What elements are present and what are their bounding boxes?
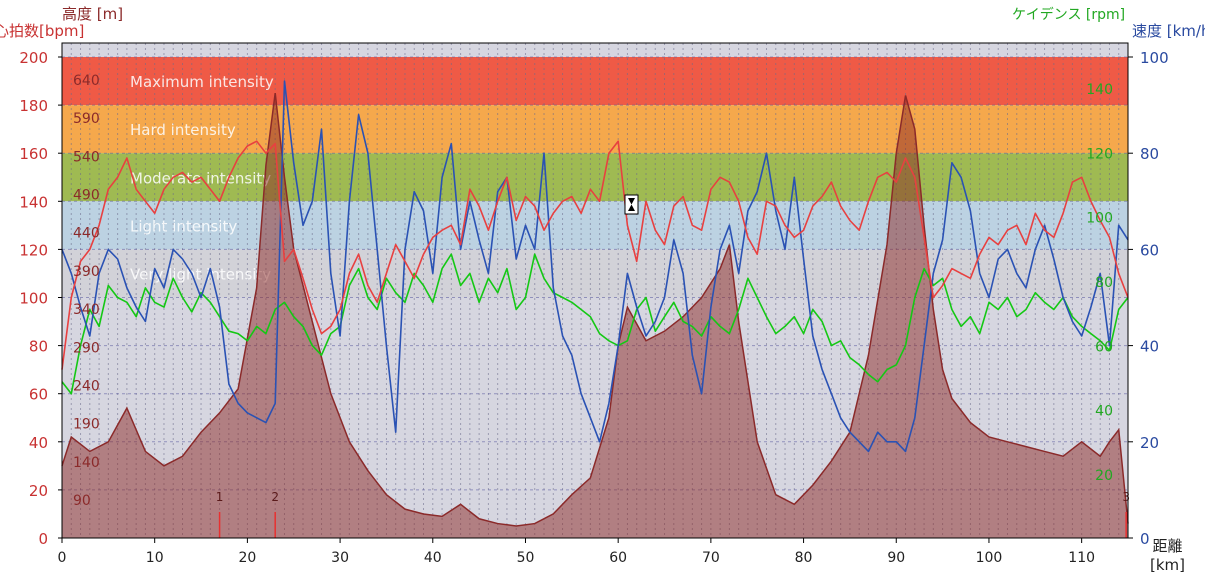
hourglass-icon	[624, 194, 639, 215]
cadence-axis-title: ケイデンス [rpm]	[1012, 7, 1126, 23]
x-tick-label: 90	[887, 550, 905, 566]
lap-label-1: 2	[271, 490, 279, 504]
altitude-tick-label: 440	[73, 226, 100, 242]
axis-ticks: 0 10 20 30 40 50 60 70 80 90 100 110020406080100120…	[19, 49, 1168, 566]
hr-tick-label: 20	[29, 482, 48, 500]
x-tick-label: 60	[609, 550, 627, 566]
speed-tick-label: 40	[1140, 338, 1159, 356]
hr-tick-label: 100	[19, 290, 48, 308]
hr-tick-label: 60	[29, 386, 48, 404]
zone-band-1	[62, 105, 1128, 154]
cadence-tick-label: 100	[1086, 211, 1113, 227]
x-tick-label: 0	[58, 550, 67, 566]
hr-tick-label: 200	[19, 49, 48, 67]
lap-label-0: 1	[216, 490, 224, 504]
altitude-tick-label: 140	[73, 455, 100, 471]
zone-band-4	[62, 249, 1128, 298]
series-layer	[61, 80, 1129, 538]
speed-tick-label: 80	[1140, 145, 1159, 163]
hr-tick-label: 120	[19, 241, 48, 259]
x-tick-label: 100	[976, 550, 1003, 566]
cadence-tick-label: 40	[1095, 404, 1113, 420]
altitude-tick-label: 390	[73, 264, 100, 280]
zone-top-band	[62, 43, 1128, 57]
altitude-area	[62, 93, 1128, 538]
x-axis-title: 距離 [km]	[1150, 537, 1185, 575]
altitude-tick-label: 240	[73, 378, 100, 394]
x-tick-label: 110	[1068, 550, 1095, 566]
speed-tick-label: 60	[1140, 241, 1159, 259]
hr-tick-label: 140	[19, 193, 48, 211]
lap-label-2: 3	[1122, 490, 1130, 504]
series-line-3	[61, 80, 1129, 453]
altitude-axis-title: 高度 [m]	[62, 5, 124, 23]
altitude-tick-label: 540	[73, 149, 100, 165]
altitude-tick-label: 590	[73, 111, 100, 127]
altitude-tick-label: 90	[73, 493, 91, 509]
altitude-tick-label: 640	[73, 73, 100, 89]
series-line-2	[61, 253, 1129, 395]
x-tick-label: 40	[424, 550, 442, 566]
speed-tick-label: 0	[1140, 530, 1150, 548]
x-tick-label: 30	[331, 550, 349, 566]
hr-tick-label: 0	[38, 530, 48, 548]
altitude-tick-label: 340	[73, 302, 100, 318]
altitude-line	[61, 92, 1129, 527]
hr-tick-label: 80	[29, 338, 48, 356]
zone-label-1: Hard intensity	[130, 121, 236, 139]
zone-label-4: Very light intensity	[130, 265, 271, 283]
x-tick-label: 70	[702, 550, 720, 566]
cadence-tick-label: 120	[1086, 146, 1113, 162]
x-axis-unit: [km]	[1150, 556, 1186, 574]
altitude-tick-label: 190	[73, 417, 100, 433]
x-axis-label: 距離	[1152, 537, 1183, 555]
altitude-tick-label: 290	[73, 340, 100, 356]
cadence-tick-label: 20	[1095, 468, 1113, 484]
series-line-1	[61, 140, 1129, 370]
speed-axis-title: 速度 [km/h]	[1132, 22, 1205, 40]
plot-frame	[61, 42, 1129, 539]
altitude-tick-label: 490	[73, 188, 100, 204]
zone-band-3	[62, 201, 1128, 250]
lap-markers: 1 2 3	[216, 490, 1130, 538]
heart-rate-axis-title: 心拍数[bpm]	[0, 22, 85, 40]
speed-tick-label: 100	[1140, 49, 1169, 67]
x-tick-label: 20	[238, 550, 256, 566]
hr-tick-label: 180	[19, 97, 48, 115]
speed-tick-label: 20	[1140, 434, 1159, 452]
plot-border	[61, 42, 1129, 539]
x-tick-label: 80	[795, 550, 813, 566]
hr-tick-label: 160	[19, 145, 48, 163]
zone-label-0: Maximum intensity	[130, 73, 274, 91]
cadence-tick-label: 80	[1095, 275, 1113, 291]
x-tick-label: 50	[517, 550, 535, 566]
zone-label-3: Light intensity	[130, 217, 237, 235]
hr-tick-label: 40	[29, 434, 48, 452]
cadence-tick-label: 140	[1086, 82, 1113, 98]
cadence-tick-label: 60	[1095, 339, 1113, 355]
zone-band-0	[62, 57, 1128, 106]
x-tick-label: 10	[146, 550, 164, 566]
